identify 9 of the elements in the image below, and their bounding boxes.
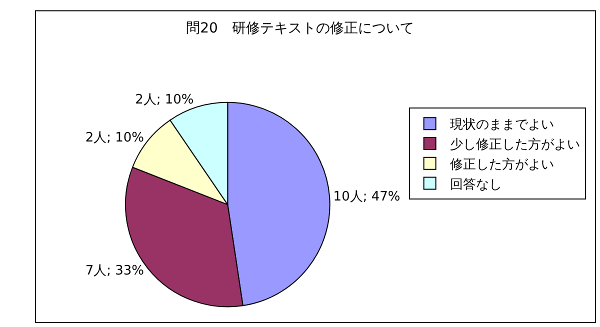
chart-title: 問20 研修テキストの修正について (186, 20, 414, 37)
legend-label: 回答なし (450, 177, 502, 192)
legend-label: 現状のままでよい (450, 118, 554, 133)
legend-label: 少し修正した方がよい (450, 136, 580, 153)
data-label: 7人; 33% (85, 264, 144, 279)
data-label: 2人; 10% (135, 92, 194, 108)
data-label: 10人; 47% (333, 189, 400, 204)
legend-label: 修正した方がよい (450, 156, 554, 172)
data-label: 2人; 10% (85, 130, 144, 146)
